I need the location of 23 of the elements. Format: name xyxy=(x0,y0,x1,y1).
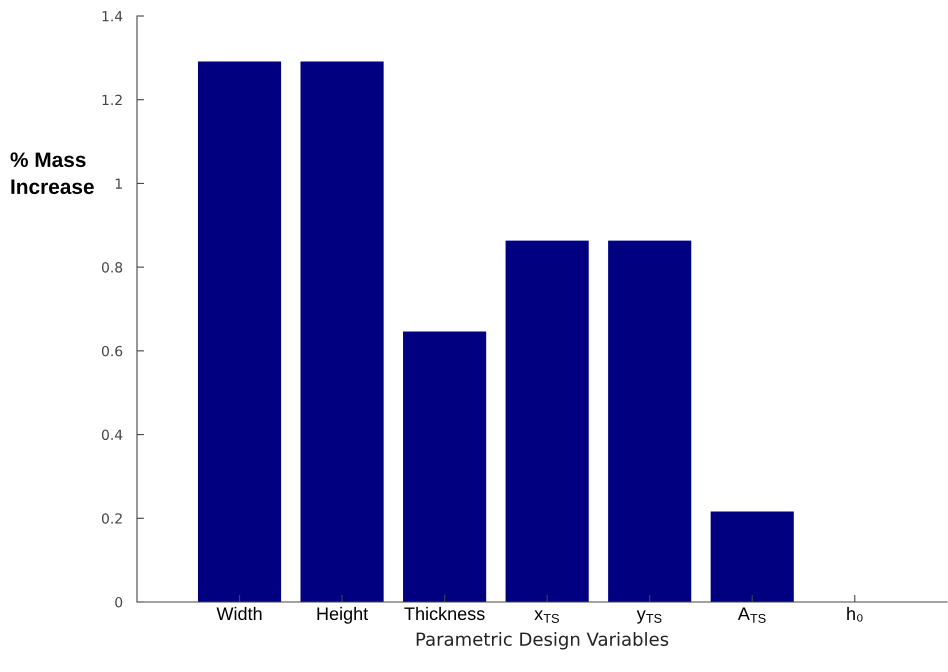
y-tick-label: 1 xyxy=(116,178,122,189)
y-tick-label: 0.6 xyxy=(102,346,122,356)
y-tick-label: 0.8 xyxy=(102,262,122,273)
bar xyxy=(300,61,384,602)
x-tick-label: Width xyxy=(216,606,262,620)
x-tick-label: h₀ xyxy=(847,606,863,622)
x-tick-label: A$_{TS}$ xyxy=(738,607,766,623)
x-tick-label: x$_{TS}$ xyxy=(534,610,559,623)
bar xyxy=(506,240,589,602)
bar xyxy=(403,331,486,602)
bar xyxy=(710,511,794,602)
bar xyxy=(608,240,692,602)
y-tick-label: 1.4 xyxy=(102,11,122,22)
x-tick-label: Thickness xyxy=(404,606,485,620)
bar xyxy=(198,61,282,602)
x-tick-label: y$_{TS}$ xyxy=(636,610,662,624)
y-axis-title: % Mass Increase xyxy=(10,152,94,194)
x-axis-title: Parametric Design Variables xyxy=(416,632,668,650)
y-tick-label: 0.4 xyxy=(102,430,122,440)
y-tick-label: 1.2 xyxy=(102,94,122,105)
x-tick-label: Height xyxy=(317,606,368,624)
y-tick-label: 0.2 xyxy=(102,513,122,524)
y-tick-label: 0 xyxy=(115,596,122,608)
